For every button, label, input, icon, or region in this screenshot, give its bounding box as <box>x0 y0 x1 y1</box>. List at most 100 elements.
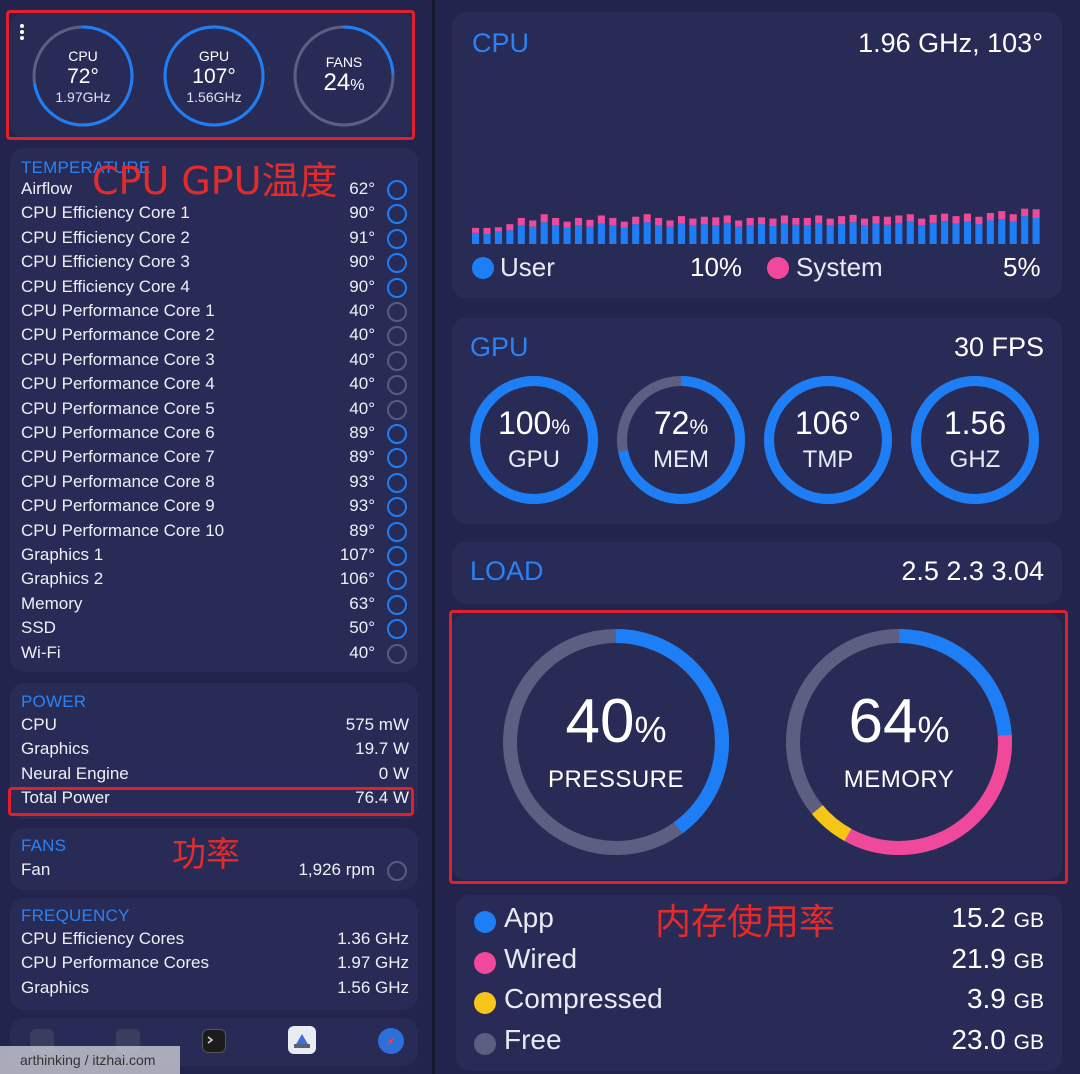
system-bar <box>540 214 548 223</box>
gpu-gauge-gpu[interactable]: 100% GPU <box>468 374 600 506</box>
gpu-gauge-unit: % <box>551 415 571 439</box>
pressure-gauge[interactable]: 40% PRESSURE <box>500 626 732 858</box>
list-item: CPU Performance Core 4 40° <box>21 374 409 398</box>
system-bar <box>563 221 571 228</box>
gpu-top-gauge[interactable]: GPU 107° 1.56GHz <box>162 24 266 128</box>
sensor-ring-icon <box>387 594 407 615</box>
load-card <box>452 542 1062 604</box>
memory-row-number: 3.9 <box>966 983 1006 1014</box>
sensor-ring-icon <box>387 326 407 347</box>
user-bar <box>712 225 720 244</box>
system-bar <box>597 215 605 224</box>
cpu-card-value: 1.96 GHz, 103° <box>858 28 1043 58</box>
system-bar <box>632 216 640 225</box>
user-bar <box>643 222 651 244</box>
user-bar <box>597 223 605 244</box>
user-bar <box>758 224 766 244</box>
user-bar <box>815 222 823 244</box>
sensor-ring-icon <box>387 399 407 420</box>
system-bar <box>746 217 754 226</box>
user-bar <box>906 221 914 244</box>
system-bar <box>849 214 857 223</box>
load-card-title: LOAD <box>470 556 544 586</box>
list-item: Graphics 2 106° <box>21 569 409 593</box>
system-bar <box>860 218 869 226</box>
user-bar <box>963 221 972 244</box>
activity-monitor-icon[interactable] <box>288 1026 316 1054</box>
item-value: 91° <box>349 227 375 247</box>
safari-icon[interactable] <box>378 1028 404 1054</box>
item-label: CPU Efficiency Core 3 <box>21 252 190 272</box>
memory-row-amount: 3.9 GB <box>967 983 1044 1015</box>
user-bar <box>689 225 697 244</box>
item-value: 40° <box>349 301 375 320</box>
item-label: Airflow <box>21 179 73 198</box>
gpu-gauge-ring <box>764 376 892 504</box>
fan-label: Fan <box>21 860 51 879</box>
activity-monitor-glyph <box>294 1034 310 1048</box>
terminal-icon[interactable] <box>202 1029 226 1053</box>
item-value: 63° <box>349 593 375 613</box>
user-bar <box>849 222 857 244</box>
fan-row: Fan 1,926 rpm <box>21 860 409 884</box>
more-menu-icon[interactable] <box>20 24 26 40</box>
fans-top-gauge[interactable]: FANS 24% <box>292 24 396 128</box>
pane-divider[interactable] <box>432 0 435 1074</box>
sensor-ring-icon <box>387 350 407 371</box>
gpu-gauge-caption: TMP <box>802 445 854 473</box>
gpu-gauge-ghz[interactable]: 1.56 GHZ <box>909 374 1041 506</box>
memory-row-compressed: Compressed 3.9 GB <box>474 983 1044 1023</box>
memory-row-number: 23.0 <box>951 1023 1006 1055</box>
user-bar <box>860 225 869 244</box>
gpu-gauge-tmp[interactable]: 106° TMP <box>762 374 894 506</box>
system-bar <box>952 216 960 224</box>
sensor-ring-icon <box>387 277 407 298</box>
item-label: Graphics <box>21 977 90 997</box>
memory-row-label: Compressed <box>504 983 663 1014</box>
item-value: 40° <box>349 325 375 345</box>
memory-gauge[interactable]: 64% MEMORY <box>783 626 1015 858</box>
legend-dot <box>474 1032 496 1055</box>
user-bar <box>929 222 937 244</box>
list-item: CPU Performance Core 5 40° <box>21 399 409 423</box>
item-value: 62° <box>349 179 375 198</box>
system-bar <box>758 217 766 225</box>
list-item: CPU Performance Core 3 40° <box>21 350 409 374</box>
item-label: Wi-Fi <box>21 642 61 662</box>
item-label: CPU Performance Core 7 <box>21 447 215 467</box>
system-bar <box>826 218 834 226</box>
gpu-gauge-mem[interactable]: 72% MEM <box>615 374 747 506</box>
cpu-card <box>452 12 1062 298</box>
system-bar <box>986 213 994 221</box>
memory-row-wired: Wired 21.9 GB <box>474 943 1044 983</box>
pressure-caption: PRESSURE <box>547 766 685 793</box>
item-label: CPU Efficiency Core 1 <box>21 203 190 223</box>
list-item: CPU Efficiency Core 1 90° <box>21 203 409 227</box>
sensor-ring-icon <box>387 643 407 664</box>
system-bar <box>975 216 983 225</box>
gpu-gauge-value: 1.56 <box>944 406 1006 445</box>
item-value: 40° <box>349 349 375 369</box>
item-label: CPU <box>21 715 57 734</box>
user-legend-dot <box>472 257 494 279</box>
sensor-ring-icon <box>387 302 407 322</box>
fans-gauge-name: FANS <box>325 54 363 70</box>
item-label: SSD <box>21 618 56 638</box>
item-value: 40° <box>349 642 375 662</box>
gpu-gauge-number: 100 <box>497 404 552 441</box>
system-bar <box>552 217 560 226</box>
user-bar <box>975 224 983 244</box>
fans-gauge-ring <box>293 25 395 127</box>
system-bar <box>677 216 686 224</box>
system-bar <box>529 220 537 227</box>
system-bar <box>700 216 708 225</box>
user-bar <box>655 225 663 244</box>
system-bar <box>1009 214 1017 222</box>
item-value: 90° <box>349 276 375 296</box>
memory-row-amount: 15.2 GB <box>951 902 1044 934</box>
user-bar <box>1032 217 1040 244</box>
user-bar <box>506 230 514 244</box>
cpu-top-gauge[interactable]: CPU 72° 1.97GHz <box>31 24 135 128</box>
cpu-gauge-freq: 1.97GHz <box>55 88 111 105</box>
memory-breakdown-card <box>456 895 1062 1071</box>
